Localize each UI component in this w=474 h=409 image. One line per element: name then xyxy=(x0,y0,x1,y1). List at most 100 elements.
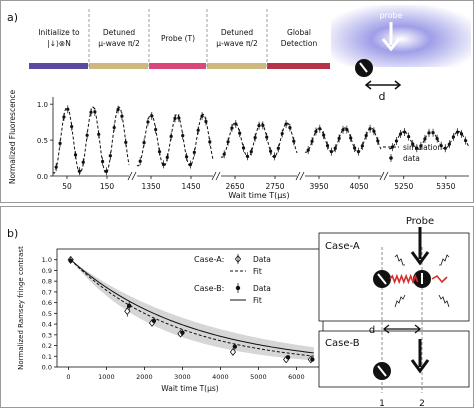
data-point xyxy=(280,129,284,138)
data-point xyxy=(66,105,70,114)
data-point xyxy=(314,127,318,136)
data-point xyxy=(455,128,460,137)
data-point xyxy=(58,139,62,148)
data-point xyxy=(230,124,234,133)
case-a-label: Case-A xyxy=(325,241,360,252)
y-tick-label: 0.0 xyxy=(42,364,52,372)
data-point xyxy=(341,125,345,134)
sequence-bar xyxy=(29,63,88,69)
y-tick-label: 1.0 xyxy=(37,101,48,109)
chart-segment: 3950 4050 xyxy=(295,124,382,191)
data-point xyxy=(185,152,189,161)
interaction-wave-icon xyxy=(389,273,419,285)
data-point xyxy=(325,141,330,150)
scatter-photon-icon xyxy=(438,294,450,308)
case-b-data-point xyxy=(285,355,291,360)
sequence-block: Detuned μ-wave π/2 xyxy=(206,9,266,69)
probe-arrowhead-icon xyxy=(410,359,430,374)
sequence-label: μ-wave π/2 xyxy=(98,39,140,48)
sequence-label: Detuned xyxy=(221,28,253,37)
case-b-data-point xyxy=(127,301,132,311)
sequence-block: Global Detection xyxy=(266,9,330,69)
y-axis-label: Normalized Fluorescence xyxy=(8,89,17,184)
data-point xyxy=(112,123,116,132)
y-tick-label: 0.4 xyxy=(42,321,52,329)
data-point xyxy=(318,124,322,133)
data-point xyxy=(407,132,411,141)
data-point xyxy=(265,133,269,142)
data-point xyxy=(150,111,154,120)
data-point xyxy=(349,133,353,142)
data-point xyxy=(353,143,357,152)
data-point xyxy=(284,120,288,129)
scatter-photon-icon xyxy=(394,254,405,266)
legend-fit-label: Fit xyxy=(253,267,262,276)
sequence-label: Probe (T) xyxy=(161,34,195,43)
x-tick-label: 2000 xyxy=(136,373,153,381)
y-tick-label: 0.0 xyxy=(37,173,48,181)
data-point xyxy=(253,133,257,142)
data-point xyxy=(310,137,314,146)
data-point xyxy=(169,132,173,141)
x-tick-label: 150 xyxy=(100,182,115,191)
data-point xyxy=(451,132,456,141)
data-point xyxy=(241,143,246,152)
distance-label: d xyxy=(369,325,375,336)
data-point xyxy=(226,137,230,146)
case-b-label: Case-B xyxy=(325,338,360,349)
case-b-data-point xyxy=(310,357,315,362)
legend-fit-label: Fit xyxy=(253,296,262,305)
y-tick-label: 1.0 xyxy=(42,256,52,264)
x-tick-label: 5250 xyxy=(394,182,413,191)
data-point xyxy=(306,146,310,155)
data-point xyxy=(415,144,419,153)
distance-arrowheads-icon xyxy=(382,324,422,334)
x-tick-label: 1450 xyxy=(181,182,200,191)
data-point xyxy=(402,128,407,137)
sequence-label: Detuned xyxy=(103,28,135,37)
data-point xyxy=(390,143,394,152)
x-tick-label: 4050 xyxy=(349,182,368,191)
scattered-photon-icon xyxy=(431,274,448,284)
data-point xyxy=(177,113,181,122)
case-a-data-point xyxy=(229,348,237,356)
data-point xyxy=(322,131,326,140)
y-tick-label: 0.2 xyxy=(42,342,52,350)
legend-data-label: data xyxy=(403,154,420,163)
x-tick-label: 2750 xyxy=(265,182,284,191)
y-tick-label: 0.1 xyxy=(42,353,52,361)
scatter-photon-icon xyxy=(439,254,450,266)
data-point xyxy=(208,137,212,146)
data-point xyxy=(288,123,292,132)
probe-arrowhead-icon xyxy=(381,38,401,52)
data-point xyxy=(269,147,273,156)
x-tick-label: 6000 xyxy=(288,373,305,381)
atom-icon xyxy=(355,59,373,77)
data-point xyxy=(81,158,85,167)
simulation-line xyxy=(304,127,382,153)
sequence-bar xyxy=(267,63,330,69)
confidence-band xyxy=(70,259,314,361)
sequence-bar xyxy=(149,63,206,69)
sequence-block: Detuned μ-wave π/2 xyxy=(88,9,148,69)
data-point xyxy=(459,129,464,138)
chart-segment: 1350 1450 xyxy=(127,111,214,191)
legend-group-label: Case-B: xyxy=(194,284,224,293)
sequence-block: Probe (T) xyxy=(148,9,206,69)
probe-arrowhead-icon xyxy=(410,251,430,266)
data-point xyxy=(368,124,372,133)
data-point xyxy=(234,120,238,129)
panel-b: b) 0.0 0.1 0.2 0.3 0.4 0.5 0.6 0.7 0.8 0.9 1.0 0 1000… xyxy=(0,206,474,409)
chart-segment: 5250 5350 xyxy=(379,128,470,191)
site-2-label: 2 xyxy=(419,399,425,409)
scatter-photon-icon xyxy=(394,294,406,308)
data-point xyxy=(431,128,435,137)
data-point xyxy=(329,147,333,156)
axis-break-icon xyxy=(295,171,301,181)
panel-b-figure: b) 0.0 0.1 0.2 0.3 0.4 0.5 0.6 0.7 0.8 0.9 1.0 0 1000… xyxy=(7,216,470,409)
axis-break-icon xyxy=(211,171,217,181)
data-point xyxy=(196,126,200,135)
probe-beam-glow xyxy=(331,5,471,67)
legend-group-label: Case-A: xyxy=(194,255,224,264)
case-a-fit-line xyxy=(70,259,314,357)
